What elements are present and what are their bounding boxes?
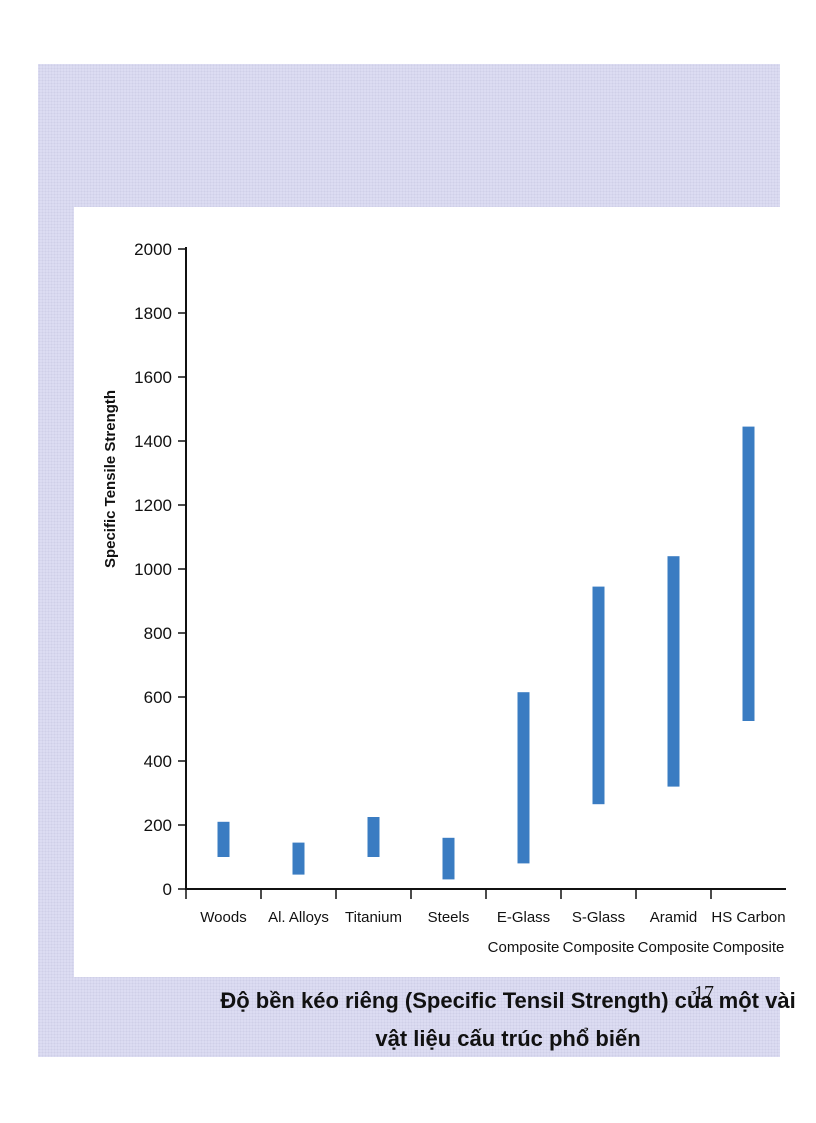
y-axis-title: Specific Tensile Strength (102, 390, 119, 568)
x-category-label: Woods (200, 909, 246, 926)
range-bar (592, 586, 605, 805)
y-tick-label: 800 (144, 624, 172, 643)
y-tick-label: 0 (163, 880, 172, 899)
caption-line-1: Độ bền kéo riêng (Specific Tensil Streng… (220, 988, 796, 1013)
x-category-label: Steels (428, 909, 470, 926)
range-bar (667, 556, 680, 787)
y-tick-label: 1600 (134, 368, 172, 387)
range-bar (517, 692, 530, 864)
tensile-strength-chart: 0 200 400 600 800 1000 1200 1400 1600 1800 2000 Spe… (102, 240, 786, 956)
y-tick-label: 200 (144, 816, 172, 835)
x-category-label: Aramid (650, 909, 698, 926)
y-tick-label: 400 (144, 752, 172, 771)
page-number: 17 (694, 982, 714, 1004)
x-category-label: S-Glass (572, 909, 625, 926)
y-tick-label: 1800 (134, 304, 172, 323)
slide-background: 0 200 400 600 800 1000 1200 1400 1600 1800 2000 Spe… (38, 64, 796, 1057)
y-tick-label: 1400 (134, 432, 172, 451)
x-category-label: Composite (713, 939, 785, 956)
x-category-label: E-Glass (497, 909, 550, 926)
range-bar (367, 817, 380, 857)
range-bar (742, 426, 755, 721)
x-category-label: Composite (488, 939, 560, 956)
range-bar (217, 821, 230, 857)
slide-caption: Độ bền kéo riêng (Specific Tensil Streng… (188, 982, 816, 1058)
y-tick-label: 1200 (134, 496, 172, 515)
x-category-label: HS Carbon (711, 909, 785, 926)
y-tick-label: 2000 (134, 240, 172, 259)
x-category-label: Composite (563, 939, 635, 956)
chart-panel: 0 200 400 600 800 1000 1200 1400 1600 1800 2000 Spe… (74, 207, 786, 977)
caption-line-2: vật liệu cấu trúc phổ biến (375, 1026, 641, 1051)
range-bar (292, 842, 305, 875)
range-bar (442, 837, 455, 880)
y-tick-label: 1000 (134, 560, 172, 579)
x-category-label: Al. Alloys (268, 909, 329, 926)
y-tick-label: 600 (144, 688, 172, 707)
x-category-label: Titanium (345, 909, 402, 926)
x-category-label: Composite (638, 939, 710, 956)
